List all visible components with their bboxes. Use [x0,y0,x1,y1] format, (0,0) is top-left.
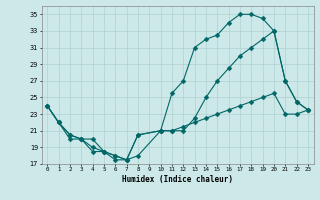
X-axis label: Humidex (Indice chaleur): Humidex (Indice chaleur) [122,175,233,184]
